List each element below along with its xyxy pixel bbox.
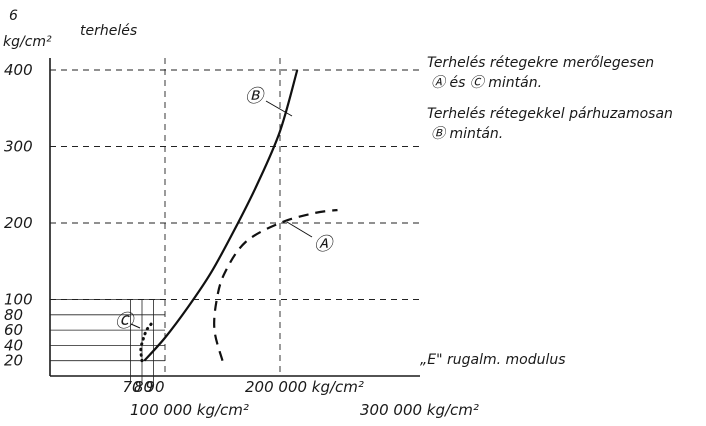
series-label: Ⓑ	[245, 86, 266, 107]
y-tick-label: 300	[4, 138, 33, 156]
x-axis-title: „E" rugalm. modulus	[420, 352, 566, 368]
series-label-leader	[130, 323, 141, 329]
x-tick-label: 100 000 kg/cm²	[130, 401, 249, 419]
x-tick-small-label: 80	[134, 378, 153, 396]
data-series: Ⓐ Ⓑ Ⓒ	[115, 69, 338, 363]
y-tick-label: 40	[4, 336, 23, 354]
series-label: Ⓐ	[314, 234, 335, 255]
y-axis-title: terhelés	[80, 23, 137, 39]
x-tick-label: 200 000 kg/cm²	[245, 378, 364, 396]
series-label-leader	[265, 100, 293, 117]
gridlines	[50, 58, 420, 384]
series-label: Ⓒ	[115, 311, 136, 332]
y-tick-label: 60	[4, 321, 23, 339]
x-tick-small-label: 70	[123, 378, 142, 396]
y-tick-label: 80	[4, 306, 23, 324]
series-a-line	[213, 208, 338, 361]
y-tick-label: 200	[4, 214, 33, 232]
legend-note-2: Ⓐ és Ⓒ mintán.	[431, 75, 542, 91]
legend-note-3: Terhelés rétegekkel párhuzamosan	[427, 106, 673, 122]
y-tick-label: 400	[4, 61, 33, 79]
y-unit-power: 6	[9, 8, 18, 24]
legend-note-1: Terhelés rétegekre merőlegesen	[427, 55, 654, 71]
series-c-line	[139, 322, 153, 363]
x-tick-label: 300 000 kg/cm²	[360, 401, 479, 419]
series-label-leader	[286, 221, 313, 238]
y-unit-label: kg/cm²	[3, 34, 52, 50]
y-tick-label: 20	[4, 352, 23, 370]
series-b-line	[143, 69, 299, 362]
x-tick-small-label: 90	[146, 378, 165, 396]
y-tick-label: 100	[4, 291, 33, 309]
legend-note-4: Ⓑ mintán.	[431, 126, 503, 142]
